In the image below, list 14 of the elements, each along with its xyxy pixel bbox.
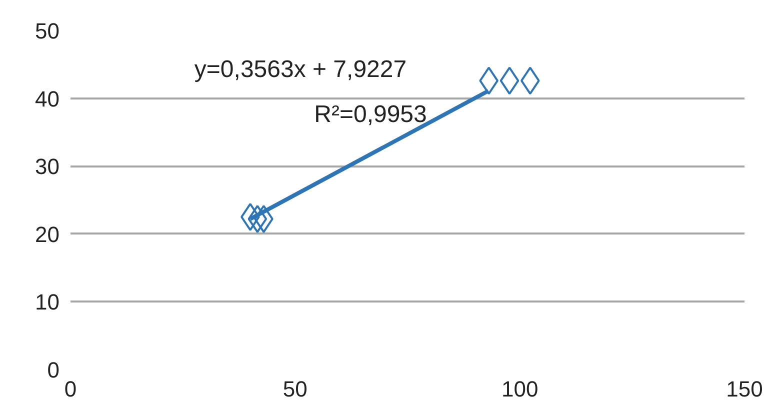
annotation: y=0,3563x + 7,9227 xyxy=(194,56,407,83)
y-tick-label: 10 xyxy=(35,290,60,315)
x-tick-label: 150 xyxy=(726,376,763,402)
y-tick-label: 50 xyxy=(35,18,60,44)
annotation: R²=0,9953 xyxy=(314,101,427,128)
x-tick-label: 0 xyxy=(64,376,77,402)
y-tick-label: 20 xyxy=(35,222,60,247)
y-tick-label: 30 xyxy=(35,154,60,180)
point xyxy=(500,66,520,95)
y-tick-label: 40 xyxy=(35,86,60,112)
x-tick-label: 50 xyxy=(282,376,308,402)
x-tick-label: 100 xyxy=(501,376,538,402)
y-tick-label: 0 xyxy=(47,358,60,382)
point xyxy=(248,204,268,233)
